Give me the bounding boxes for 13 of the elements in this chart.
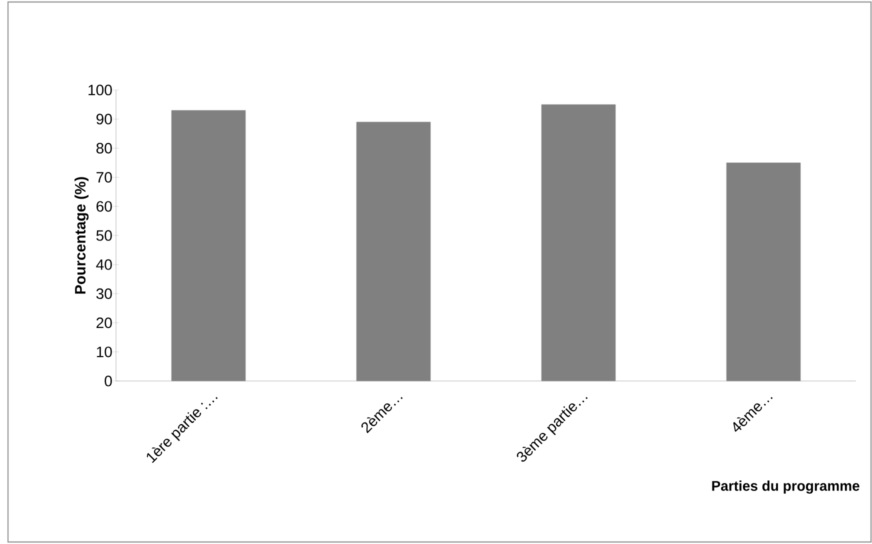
y-tick-label: 70	[96, 172, 112, 183]
y-tick-label: 90	[96, 114, 112, 124]
y-tick-label: 20	[96, 317, 112, 328]
x-axis-title: Parties du programme	[712, 480, 860, 494]
y-tick-label: 100	[88, 84, 112, 96]
y-tick-label: 60	[96, 201, 112, 212]
y-tick-label: 50	[96, 230, 112, 241]
y-tick-label: 80	[96, 142, 112, 154]
y-tick-label: 10	[96, 346, 112, 358]
y-tick-label: 0	[104, 376, 112, 386]
y-tick-label: 30	[96, 288, 112, 300]
y-tick-label: 40	[96, 259, 112, 270]
y-axis-title: Pourcentage (%)	[74, 177, 89, 294]
